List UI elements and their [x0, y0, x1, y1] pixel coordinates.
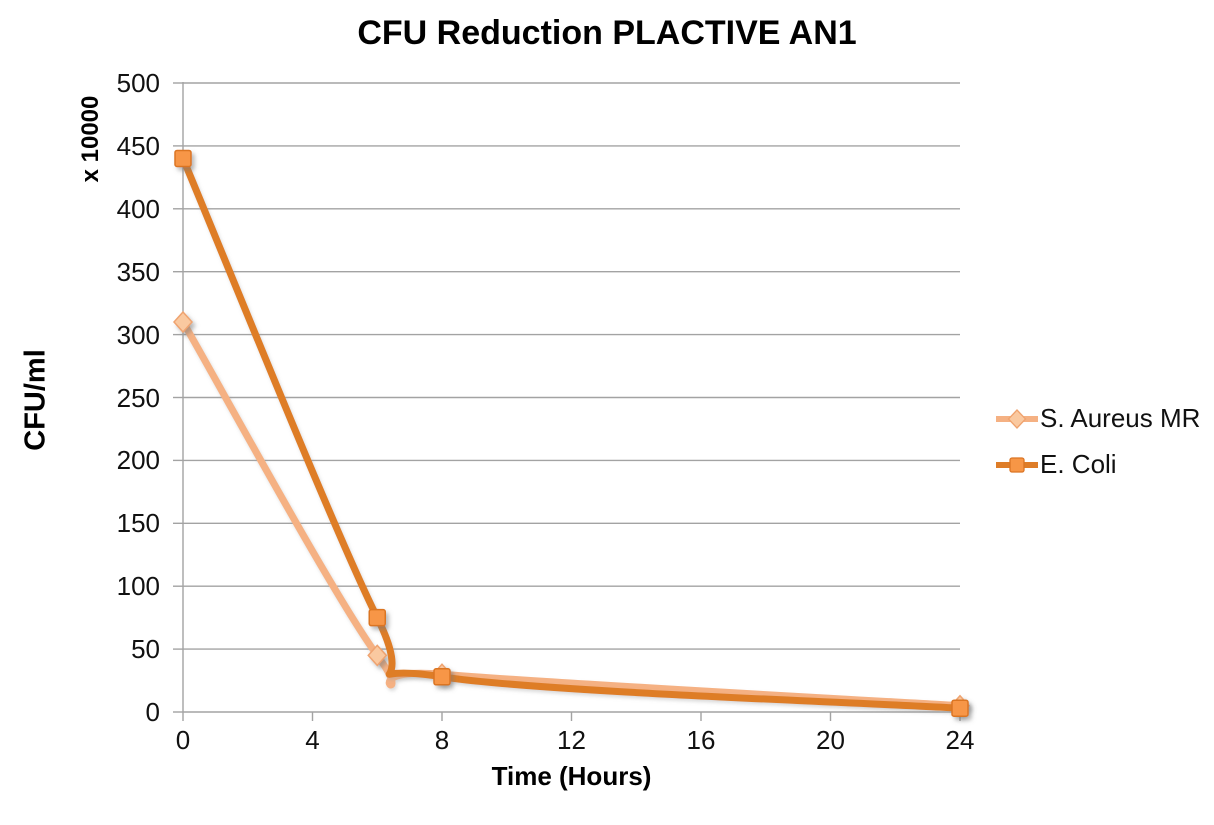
x-tick-label: 0: [175, 725, 191, 755]
legend-square-marker-icon: [996, 456, 1038, 473]
y-tick-label: 350: [116, 256, 160, 287]
x-tick-label: 16: [686, 725, 716, 755]
y-tick-label: 0: [145, 697, 160, 727]
x-tick-label: 12: [557, 725, 586, 755]
legend-label: E. Coli: [1040, 449, 1117, 479]
y-tick-label: 450: [116, 130, 160, 161]
legend: S. Aureus MR E. Coli: [996, 398, 1200, 485]
x-tick-label: 8: [434, 725, 450, 755]
chart-title: CFU Reduction PLACTIVE AN1: [357, 14, 857, 52]
legend-entry-e-coli: E. Coli: [996, 444, 1200, 485]
y-axis-title: CFU/ml: [19, 349, 52, 451]
x-axis-title: Time (Hours): [491, 761, 652, 791]
y-tick-label: 250: [116, 382, 160, 413]
y-tick-label: 100: [116, 571, 160, 602]
legend-entry-s-aureus: S. Aureus MR: [996, 398, 1200, 439]
y-tick-label: 200: [116, 445, 160, 476]
x-tick-label: 20: [816, 725, 845, 755]
x-tick-label: 24: [945, 725, 975, 755]
legend-diamond-marker-icon: [996, 408, 1038, 429]
y-tick-label: 50: [131, 634, 160, 665]
y-tick-label: 500: [116, 68, 160, 98]
y-tick-label: 150: [116, 508, 160, 539]
y-tick-label: 400: [116, 193, 160, 224]
y-tick-label: 300: [116, 319, 160, 350]
x-tick-label: 4: [305, 725, 320, 755]
legend-label: S. Aureus MR: [1040, 403, 1201, 433]
